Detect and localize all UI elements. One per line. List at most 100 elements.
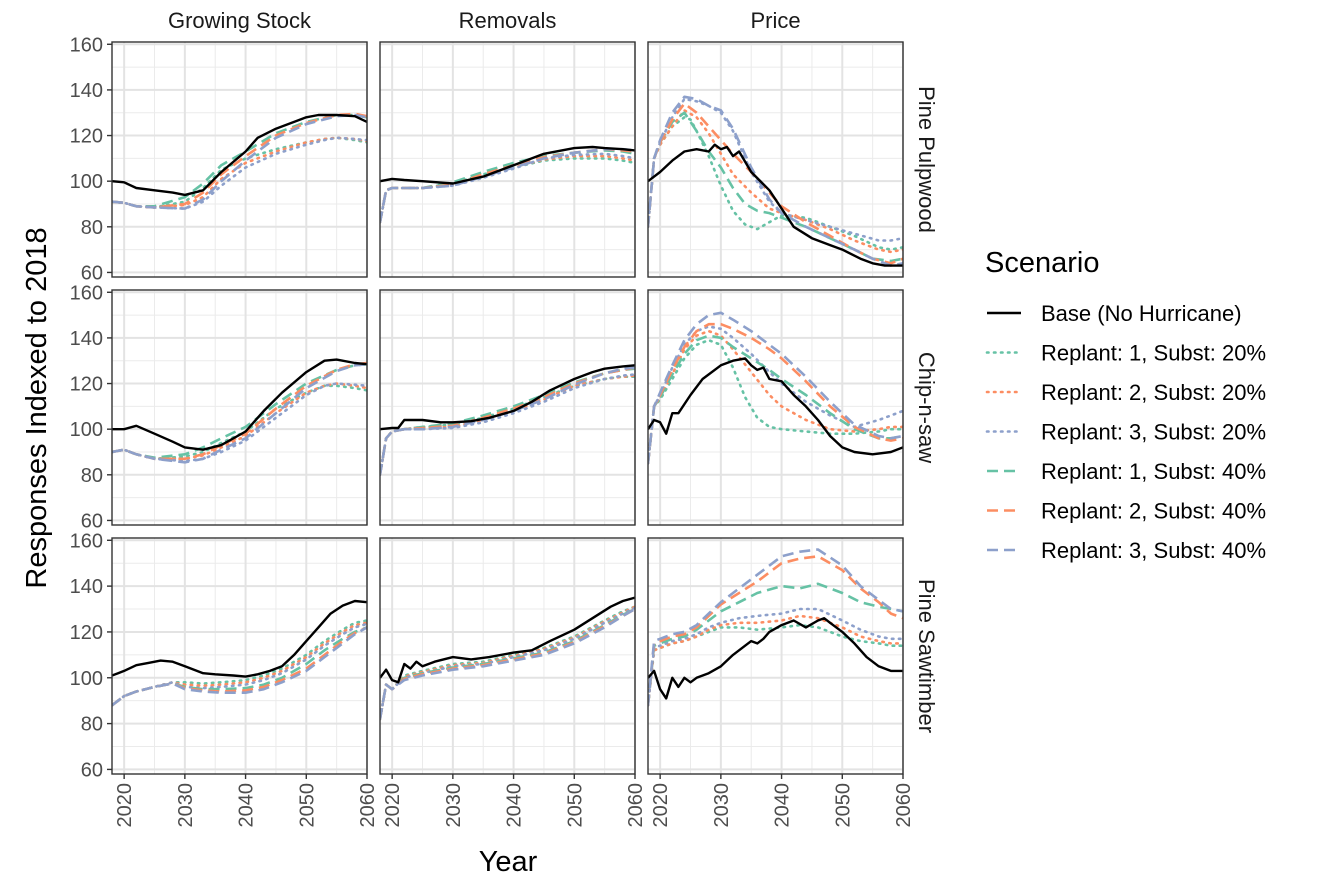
panel-grid xyxy=(648,538,904,774)
series-line-replant-1-subst-20 xyxy=(648,338,903,465)
y-tick-label: 120 xyxy=(70,622,103,644)
legend-label: Replant: 1, Subst: 40% xyxy=(1041,459,1266,484)
panel-pine-pulpwood-removals xyxy=(379,41,636,278)
series-line-replant-3-subst-40 xyxy=(112,362,367,464)
panel-series xyxy=(112,358,367,464)
y-tick-label: 60 xyxy=(81,510,103,532)
series-line-replant-3-subst-40 xyxy=(648,548,903,706)
facet-column-label: Growing Stock xyxy=(168,8,312,33)
series-line-replant-3-subst-40 xyxy=(112,113,367,210)
series-line-base-no-hurricane xyxy=(112,358,367,451)
panel-pine-sawtimber-removals xyxy=(379,537,636,775)
y-tick-label: 100 xyxy=(70,171,103,193)
x-tick-label: 2050 xyxy=(832,783,854,828)
y-tick-label: 140 xyxy=(70,576,103,598)
x-tick-label: 2030 xyxy=(443,783,465,828)
facet-row-label: Pine Pulpwood xyxy=(914,86,939,233)
x-tick-label: 2060 xyxy=(893,783,915,828)
x-tick-label: 2030 xyxy=(711,783,733,828)
legend-entry: Replant: 2, Subst: 20% xyxy=(985,380,1266,405)
x-tick-label: 2020 xyxy=(382,783,404,828)
panel-grid xyxy=(112,42,368,277)
panel-border xyxy=(379,289,636,526)
series-line-base-no-hurricane xyxy=(380,364,635,431)
series-line-base-no-hurricane xyxy=(648,617,903,700)
panel-border xyxy=(647,537,904,775)
legend-entry: Replant: 3, Subst: 40% xyxy=(987,538,1266,563)
series-line-replant-2-subst-20 xyxy=(648,614,903,707)
panel-border xyxy=(379,41,636,278)
panel-pine-sawtimber-price xyxy=(647,537,904,775)
y-tick-label: 80 xyxy=(81,714,103,736)
x-tick-label: 2060 xyxy=(357,783,379,828)
y-tick-label: 120 xyxy=(70,374,103,396)
panels-layer xyxy=(111,41,904,775)
legend-entry: Replant: 2, Subst: 40% xyxy=(987,499,1266,524)
series-line-base-no-hurricane xyxy=(112,113,367,197)
facet-row-label: Pine Sawtimber xyxy=(914,579,939,733)
series-line-replant-2-subst-20 xyxy=(648,109,903,254)
y-tick-label: 120 xyxy=(70,126,103,148)
panel-chip-n-saw-removals xyxy=(379,289,636,526)
legend-entries: Base (No Hurricane) Replant: 1, Subst: 20… xyxy=(985,301,1266,563)
panel-chip-n-saw-growing-stock xyxy=(111,289,368,526)
legend-label: Replant: 2, Subst: 20% xyxy=(1041,380,1266,405)
legend-title: Scenario xyxy=(985,247,1099,279)
series-line-base-no-hurricane xyxy=(112,599,367,678)
series-line-replant-1-subst-40 xyxy=(380,367,635,476)
panel-border xyxy=(111,289,368,526)
panel-border xyxy=(111,41,368,278)
x-tick-label: 2040 xyxy=(504,783,526,828)
y-tick-label: 160 xyxy=(70,34,103,56)
series-line-replant-1-subst-40 xyxy=(648,582,903,706)
panel-border xyxy=(111,537,368,775)
series-line-base-no-hurricane xyxy=(648,357,903,456)
y-tick-label: 60 xyxy=(81,262,103,284)
panel-pine-sawtimber-growing-stock xyxy=(111,537,368,775)
series-line-replant-1-subst-20 xyxy=(648,116,903,251)
series-line-replant-3-subst-40 xyxy=(648,311,903,464)
panel-series xyxy=(648,548,903,707)
x-tick-label: 2020 xyxy=(114,783,136,828)
x-axis-title: Year xyxy=(479,846,538,877)
series-line-replant-3-subst-20 xyxy=(648,97,903,242)
legend-label: Replant: 2, Subst: 40% xyxy=(1041,499,1266,524)
legend-entry: Base (No Hurricane) xyxy=(987,301,1242,326)
y-tick-label: 160 xyxy=(70,530,103,552)
y-tick-label: 100 xyxy=(70,668,103,690)
series-line-base-no-hurricane xyxy=(380,145,635,185)
series-line-replant-3-subst-20 xyxy=(648,325,903,465)
x-tick-label: 2030 xyxy=(175,783,197,828)
facet-column-label: Removals xyxy=(459,8,557,33)
series-line-replant-3-subst-40 xyxy=(648,95,903,267)
panel-series xyxy=(648,95,903,267)
legend: Scenario Base (No Hurricane) Replant: 1, … xyxy=(985,247,1266,563)
x-tick-label: 2020 xyxy=(650,783,672,828)
series-line-replant-2-subst-20 xyxy=(112,621,367,707)
y-tick-label: 140 xyxy=(70,328,103,350)
panel-series xyxy=(380,364,635,477)
panel-chip-n-saw-price xyxy=(647,289,904,526)
series-line-replant-1-subst-20 xyxy=(112,619,367,707)
panel-series xyxy=(380,145,635,224)
axes-layer: 6080100120140160608010012014016060801001… xyxy=(70,34,915,827)
x-tick-label: 2040 xyxy=(772,783,794,828)
panel-grid xyxy=(648,42,904,277)
facet-strips: Growing Stock Removals Price Pine Pulpwood C… xyxy=(168,8,939,733)
series-line-replant-3-subst-40 xyxy=(112,626,367,707)
x-tick-label: 2050 xyxy=(296,783,318,828)
x-tick-label: 2040 xyxy=(236,783,258,828)
y-tick-label: 140 xyxy=(70,80,103,102)
series-line-replant-3-subst-20 xyxy=(380,373,635,477)
series-line-replant-2-subst-40 xyxy=(648,322,903,464)
series-line-base-no-hurricane xyxy=(380,596,635,684)
panel-border xyxy=(647,41,904,278)
panel-series xyxy=(380,596,635,721)
series-line-replant-3-subst-40 xyxy=(380,607,635,720)
legend-entry: Replant: 1, Subst: 20% xyxy=(985,341,1266,366)
legend-entry: Replant: 3, Subst: 20% xyxy=(985,420,1266,445)
y-tick-label: 80 xyxy=(81,217,103,239)
y-tick-label: 160 xyxy=(70,282,103,304)
panel-series xyxy=(112,112,367,210)
